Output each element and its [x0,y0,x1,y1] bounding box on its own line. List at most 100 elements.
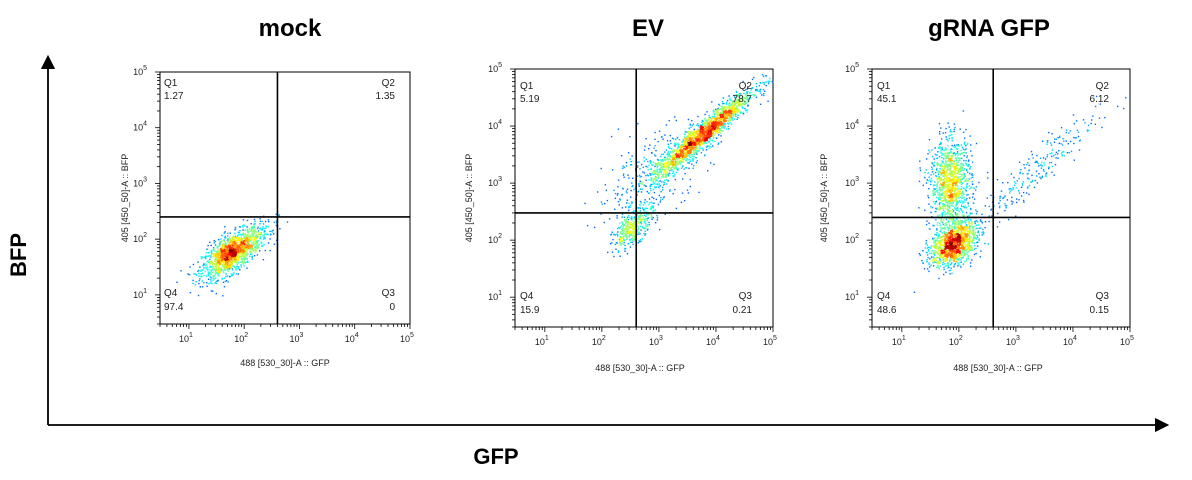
event-point [689,141,692,143]
event-point [260,238,262,240]
event-point [638,221,641,223]
event-point [714,120,717,122]
event-point [198,275,200,277]
event-point [681,192,684,194]
event-point [246,260,249,262]
event-point [659,199,662,201]
event-point [227,262,229,264]
event-point [192,279,194,282]
event-point [278,214,280,216]
event-point [705,122,708,124]
event-point [623,239,625,242]
event-point [214,252,216,255]
event-point [730,107,732,110]
event-point [661,168,664,170]
event-point [696,143,698,145]
event-point [230,255,232,257]
event-point [716,117,718,119]
event-point [228,249,230,251]
event-point [692,123,695,125]
event-point [269,230,271,232]
event-point [621,239,623,241]
event-point [663,168,665,170]
event-point [738,94,740,96]
event-point [729,119,732,121]
event-point [755,85,758,88]
event-point [693,146,696,149]
event-point [957,144,960,146]
event-point [647,160,649,163]
event-point [670,159,672,161]
event-point [227,260,229,262]
event-point [226,260,228,262]
event-point [239,255,241,258]
event-point [240,238,243,240]
event-point [666,179,669,181]
event-point [939,193,941,196]
event-point [946,178,948,180]
event-point [947,145,949,147]
event-point [676,158,678,160]
event-point [209,266,211,268]
event-point [749,96,751,98]
event-point [626,238,628,241]
event-point [629,158,631,160]
event-point [721,112,723,114]
event-point [236,250,238,253]
event-point [636,194,638,196]
event-point [210,277,213,279]
event-point [673,168,675,170]
event-point [649,207,652,209]
event-point [251,258,254,260]
event-point [621,233,623,236]
event-point [682,155,684,157]
event-point [674,161,676,163]
event-point [708,119,710,122]
event-point [934,202,937,204]
event-point [213,267,215,269]
event-point [654,155,657,157]
event-point [610,135,613,138]
event-point [689,124,691,126]
event-point [722,102,724,105]
event-point [619,238,621,240]
event-point [696,124,698,126]
event-point [230,248,233,251]
event-point [716,118,718,121]
event-point [251,235,254,237]
event-point [667,175,670,177]
event-point [647,192,650,194]
event-point [738,92,741,95]
event-point [938,186,941,189]
event-point [706,120,708,123]
event-point [234,253,236,255]
event-point [704,126,706,128]
event-point [219,252,222,254]
event-point [242,253,244,255]
event-point [728,115,730,117]
event-point [667,164,669,166]
event-point [637,231,639,233]
event-point [708,133,710,136]
event-point [725,128,728,130]
event-point [231,273,233,275]
event-point [227,240,230,242]
event-point [245,245,247,247]
event-point [959,173,961,175]
event-point [932,190,934,192]
event-point [659,168,661,170]
event-point [666,162,668,165]
event-point [687,140,689,142]
event-point [963,177,965,179]
event-point [650,189,652,192]
event-point [936,171,939,173]
event-point [223,245,225,248]
event-point [647,168,649,171]
event-point [636,166,639,168]
event-point [671,137,674,139]
event-point [735,107,737,110]
event-point [650,201,653,203]
event-point [661,166,663,168]
event-point [942,170,944,172]
